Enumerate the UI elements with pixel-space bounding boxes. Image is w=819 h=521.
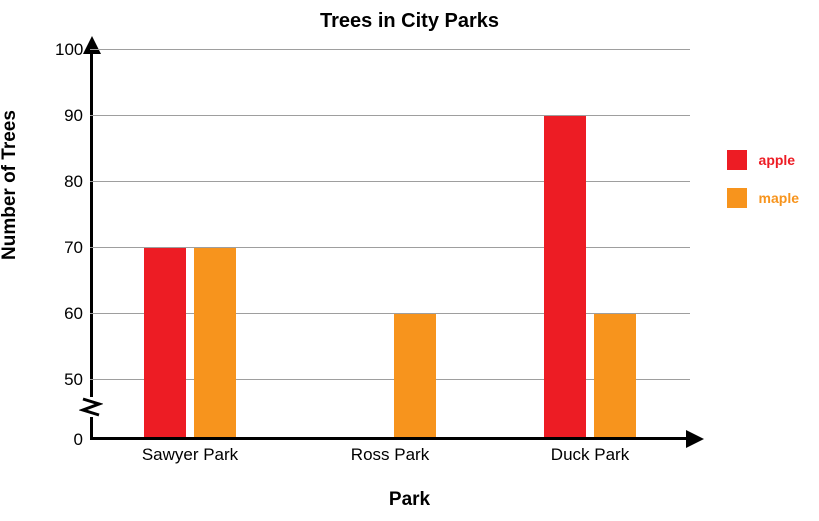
axis-break-icon: [79, 395, 103, 419]
y-tick-label: 70: [55, 238, 83, 258]
legend: apple maple: [727, 150, 799, 226]
legend-label: maple: [759, 190, 799, 206]
legend-item: apple: [727, 150, 799, 170]
legend-item: maple: [727, 188, 799, 208]
x-axis-label: Park: [0, 489, 819, 511]
bar-chart: Trees in City Parks Number of Trees Park…: [0, 0, 819, 521]
y-tick-label: 90: [55, 106, 83, 126]
bar-maple: [594, 314, 636, 437]
y-tick-label: 80: [55, 172, 83, 192]
y-tick-label: 0: [55, 430, 83, 450]
category-label: Ross Park: [351, 445, 429, 465]
bar-apple: [144, 248, 186, 437]
chart-title: Trees in City Parks: [0, 10, 819, 33]
y-axis-label: Number of Trees: [0, 110, 21, 260]
x-axis-arrow-icon: [686, 430, 704, 448]
category-label: Sawyer Park: [142, 445, 238, 465]
y-tick-label: 100: [55, 40, 83, 60]
legend-label: apple: [759, 152, 796, 168]
category-label: Duck Park: [551, 445, 629, 465]
y-tick-label: 50: [55, 370, 83, 390]
x-axis-line: [90, 437, 690, 440]
legend-swatch-icon: [727, 150, 747, 170]
bar-apple: [544, 116, 586, 437]
plot-area: Sawyer ParkRoss ParkDuck Park: [90, 50, 690, 440]
y-axis-line: [90, 50, 93, 440]
bar-maple: [194, 248, 236, 437]
y-tick-label: 60: [55, 304, 83, 324]
gridline: [90, 115, 690, 116]
gridline: [90, 49, 690, 50]
gridline: [90, 181, 690, 182]
legend-swatch-icon: [727, 188, 747, 208]
bar-maple: [394, 314, 436, 437]
y-axis-arrow-icon: [83, 36, 101, 54]
